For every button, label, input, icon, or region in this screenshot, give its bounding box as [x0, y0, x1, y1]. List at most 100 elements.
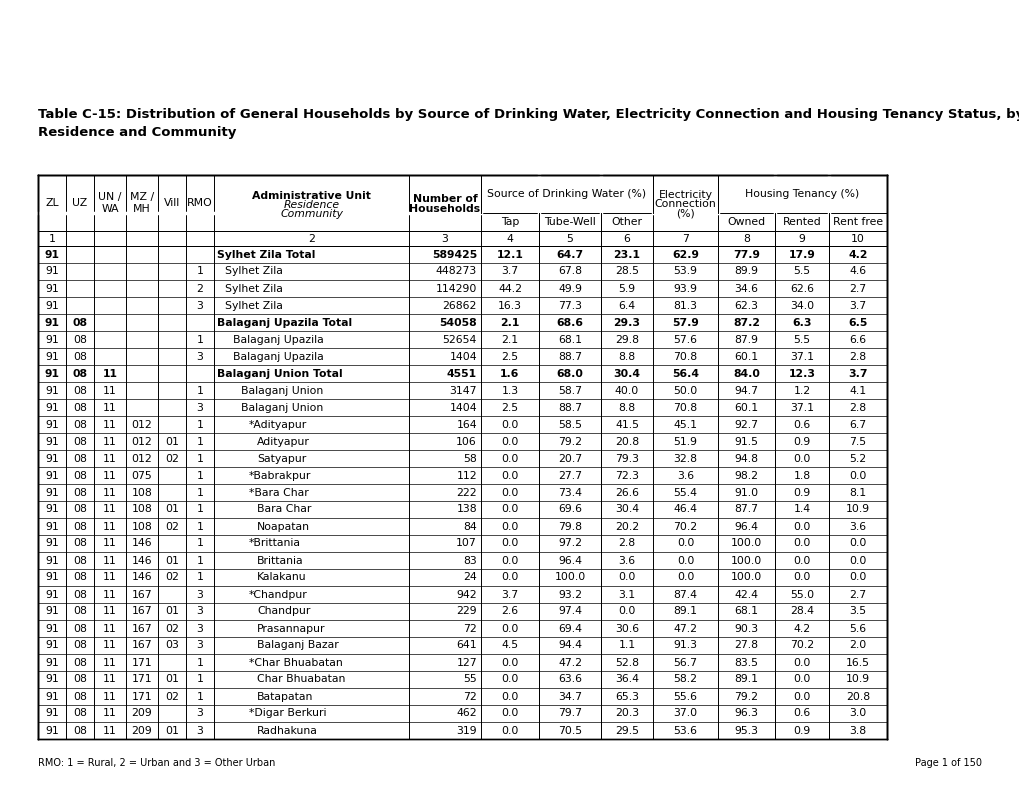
Text: 5.5: 5.5 — [793, 266, 810, 277]
Text: 83: 83 — [463, 556, 477, 566]
Text: 3: 3 — [441, 233, 448, 243]
Text: 229: 229 — [455, 607, 477, 616]
Text: Char Bhuabatan: Char Bhuabatan — [257, 675, 345, 685]
Text: 08: 08 — [73, 488, 87, 497]
Text: 11: 11 — [103, 623, 117, 634]
Text: 100.0: 100.0 — [554, 573, 585, 582]
Text: 12.1: 12.1 — [496, 250, 523, 259]
Text: 3.1: 3.1 — [618, 589, 635, 600]
Text: 84: 84 — [463, 522, 477, 531]
Text: 01: 01 — [165, 675, 178, 685]
Text: 106: 106 — [455, 437, 477, 447]
Text: 11: 11 — [103, 403, 117, 412]
Text: 2: 2 — [197, 284, 203, 293]
Text: Owned: Owned — [727, 217, 765, 227]
Text: 50.0: 50.0 — [673, 385, 697, 396]
Text: 16.3: 16.3 — [497, 300, 522, 310]
Text: 94.8: 94.8 — [734, 454, 758, 463]
Text: 01: 01 — [165, 504, 178, 515]
Text: 03: 03 — [165, 641, 178, 651]
Text: 02: 02 — [165, 692, 178, 701]
Text: 0.0: 0.0 — [500, 623, 519, 634]
Text: Radhakuna: Radhakuna — [257, 726, 318, 735]
Text: 70.5: 70.5 — [557, 726, 582, 735]
Text: 1: 1 — [197, 675, 203, 685]
Text: 56.4: 56.4 — [672, 369, 698, 378]
Text: 97.2: 97.2 — [557, 538, 582, 548]
Text: 1: 1 — [197, 419, 203, 429]
Text: 08: 08 — [73, 351, 87, 362]
Text: 4: 4 — [506, 233, 513, 243]
Text: 08: 08 — [73, 623, 87, 634]
Text: 91: 91 — [45, 675, 59, 685]
Text: 20.2: 20.2 — [614, 522, 639, 531]
Text: 0.0: 0.0 — [500, 556, 519, 566]
Text: 100.0: 100.0 — [731, 573, 761, 582]
Text: MZ /
MH: MZ / MH — [129, 192, 154, 214]
Text: 3.6: 3.6 — [618, 556, 635, 566]
Text: 5.9: 5.9 — [618, 284, 635, 293]
Text: 11: 11 — [103, 385, 117, 396]
Text: 3: 3 — [197, 607, 203, 616]
Text: 1: 1 — [197, 522, 203, 531]
Text: 146: 146 — [131, 556, 152, 566]
Text: 0.0: 0.0 — [500, 504, 519, 515]
Text: 08: 08 — [73, 522, 87, 531]
Text: 2.8: 2.8 — [849, 403, 866, 412]
Text: 02: 02 — [165, 454, 178, 463]
Text: 5.6: 5.6 — [849, 623, 866, 634]
Text: 108: 108 — [131, 488, 152, 497]
Text: 171: 171 — [131, 675, 152, 685]
Text: 29.3: 29.3 — [612, 318, 640, 328]
Text: 70.8: 70.8 — [673, 403, 697, 412]
Text: Balaganj Bazar: Balaganj Bazar — [257, 641, 338, 651]
Text: *Bara Char: *Bara Char — [249, 488, 309, 497]
Text: Sylhet Zila: Sylhet Zila — [225, 300, 282, 310]
Text: 171: 171 — [131, 657, 152, 667]
Text: Community: Community — [280, 209, 342, 219]
Text: 0.0: 0.0 — [793, 573, 810, 582]
Text: 91: 91 — [45, 266, 59, 277]
Text: 01: 01 — [165, 556, 178, 566]
Text: 1.3: 1.3 — [501, 385, 518, 396]
Text: 108: 108 — [131, 504, 152, 515]
Text: 8.8: 8.8 — [618, 351, 635, 362]
Text: 08: 08 — [73, 454, 87, 463]
Text: 9: 9 — [798, 233, 805, 243]
Text: 0.0: 0.0 — [500, 522, 519, 531]
Text: 93.2: 93.2 — [557, 589, 582, 600]
Text: 11: 11 — [103, 692, 117, 701]
Text: 91: 91 — [45, 573, 59, 582]
Text: 20.8: 20.8 — [845, 692, 869, 701]
Text: Balaganj Upazila: Balaganj Upazila — [232, 351, 323, 362]
Text: 3: 3 — [197, 623, 203, 634]
Text: 08: 08 — [73, 437, 87, 447]
Text: 20.3: 20.3 — [614, 708, 639, 719]
Text: 08: 08 — [73, 504, 87, 515]
Text: 73.4: 73.4 — [557, 488, 582, 497]
Text: *Chandpur: *Chandpur — [249, 589, 308, 600]
Text: 6.5: 6.5 — [848, 318, 867, 328]
Text: 02: 02 — [165, 623, 178, 634]
Text: 11: 11 — [103, 556, 117, 566]
Text: 0.0: 0.0 — [793, 556, 810, 566]
Text: 90.3: 90.3 — [734, 623, 758, 634]
Text: 08: 08 — [73, 419, 87, 429]
Text: Number of: Number of — [413, 194, 477, 204]
Text: UN /
WA: UN / WA — [98, 192, 121, 214]
Text: 1.1: 1.1 — [618, 641, 635, 651]
Text: 0.6: 0.6 — [793, 708, 810, 719]
Text: 3.6: 3.6 — [849, 522, 866, 531]
Text: 167: 167 — [131, 607, 152, 616]
Text: 53.9: 53.9 — [673, 266, 697, 277]
Text: 3: 3 — [197, 300, 203, 310]
Text: 91: 91 — [45, 284, 59, 293]
Text: 28.5: 28.5 — [614, 266, 638, 277]
Text: 40.0: 40.0 — [614, 385, 639, 396]
Text: 91: 91 — [45, 351, 59, 362]
Text: *Adityapur: *Adityapur — [249, 419, 307, 429]
Text: 91: 91 — [45, 318, 59, 328]
Text: 55.0: 55.0 — [789, 589, 813, 600]
Text: Brittania: Brittania — [257, 556, 304, 566]
Text: Other: Other — [611, 217, 642, 227]
